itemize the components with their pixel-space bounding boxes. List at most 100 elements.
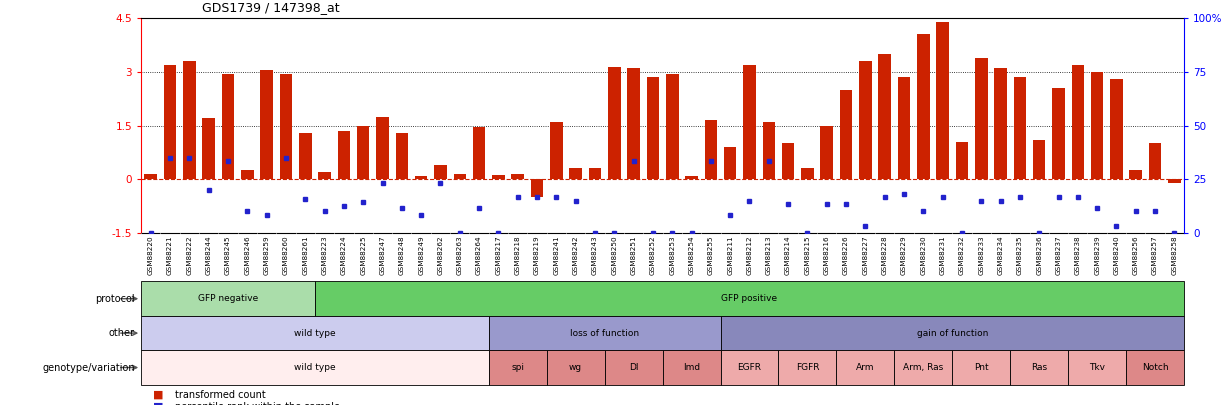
Text: GSM88262: GSM88262 <box>438 235 443 275</box>
Bar <box>145 174 157 179</box>
Bar <box>260 70 272 179</box>
Text: GSM88225: GSM88225 <box>361 235 366 275</box>
Bar <box>415 176 427 179</box>
Text: GSM88261: GSM88261 <box>302 235 308 275</box>
Text: GSM88232: GSM88232 <box>960 235 964 275</box>
Text: GSM88251: GSM88251 <box>631 235 637 275</box>
Text: GSM88245: GSM88245 <box>225 235 231 275</box>
Bar <box>685 176 698 179</box>
Bar <box>821 126 833 179</box>
Text: GSM88215: GSM88215 <box>805 235 811 275</box>
Text: GSM88218: GSM88218 <box>514 235 520 275</box>
Bar <box>744 65 756 179</box>
Text: GSM88264: GSM88264 <box>476 235 482 275</box>
Bar <box>163 65 177 179</box>
Bar <box>337 131 350 179</box>
Text: GDS1739 / 147398_at: GDS1739 / 147398_at <box>202 1 340 14</box>
Text: GSM88233: GSM88233 <box>978 235 984 275</box>
Bar <box>1130 170 1142 179</box>
Text: GSM88249: GSM88249 <box>418 235 425 275</box>
Bar <box>1148 143 1162 179</box>
Text: GSM88243: GSM88243 <box>591 235 598 275</box>
Text: GSM88247: GSM88247 <box>379 235 385 275</box>
Text: GSM88256: GSM88256 <box>1133 235 1139 275</box>
Text: Pnt: Pnt <box>974 363 989 372</box>
Bar <box>720 316 1184 350</box>
Bar <box>1110 79 1123 179</box>
Bar <box>141 350 488 385</box>
Text: GSM88238: GSM88238 <box>1075 235 1081 275</box>
Bar <box>222 74 234 179</box>
Text: GSM88221: GSM88221 <box>167 235 173 275</box>
Bar <box>395 133 409 179</box>
Text: other: other <box>109 328 135 338</box>
Text: loss of function: loss of function <box>571 328 639 338</box>
Text: GSM88246: GSM88246 <box>244 235 250 275</box>
Bar <box>141 316 488 350</box>
Bar <box>837 350 894 385</box>
Text: Ras: Ras <box>1031 363 1048 372</box>
Text: GSM88222: GSM88222 <box>187 235 193 275</box>
Bar <box>240 170 254 179</box>
Bar <box>839 90 853 179</box>
Text: GSM88231: GSM88231 <box>940 235 946 275</box>
Bar <box>724 147 736 179</box>
Bar <box>894 350 952 385</box>
Text: GFP negative: GFP negative <box>198 294 258 303</box>
Text: Arm: Arm <box>856 363 875 372</box>
Bar <box>1071 65 1085 179</box>
Bar <box>936 22 948 179</box>
Text: ■: ■ <box>153 402 164 405</box>
Bar <box>627 68 640 179</box>
Text: Imd: Imd <box>683 363 701 372</box>
Bar <box>512 174 524 179</box>
Text: GSM88220: GSM88220 <box>147 235 153 275</box>
Text: GSM88257: GSM88257 <box>1152 235 1158 275</box>
Text: GSM88239: GSM88239 <box>1094 235 1101 275</box>
Bar <box>647 77 659 179</box>
Text: GSM88244: GSM88244 <box>206 235 212 275</box>
Text: EGFR: EGFR <box>737 363 762 372</box>
Text: GSM88226: GSM88226 <box>843 235 849 275</box>
Text: GSM88217: GSM88217 <box>496 235 502 275</box>
Bar <box>547 350 605 385</box>
Text: Tkv: Tkv <box>1090 363 1106 372</box>
Text: GSM88255: GSM88255 <box>708 235 714 275</box>
Text: GSM88214: GSM88214 <box>785 235 791 275</box>
Text: GSM88241: GSM88241 <box>553 235 560 275</box>
Text: GSM88224: GSM88224 <box>341 235 347 275</box>
Text: GSM88228: GSM88228 <box>882 235 887 275</box>
Text: Arm, Ras: Arm, Ras <box>903 363 944 372</box>
Bar <box>952 350 1010 385</box>
Text: GSM88212: GSM88212 <box>746 235 752 275</box>
Text: protocol: protocol <box>96 294 135 304</box>
Text: transformed count: transformed count <box>175 390 266 400</box>
Bar <box>778 350 837 385</box>
Text: GSM88211: GSM88211 <box>728 235 734 275</box>
Bar <box>782 143 794 179</box>
Bar <box>762 122 775 179</box>
Text: GSM88216: GSM88216 <box>823 235 829 275</box>
Text: wild type: wild type <box>294 328 336 338</box>
Bar <box>318 172 331 179</box>
Text: Dl: Dl <box>629 363 638 372</box>
Bar <box>550 122 563 179</box>
Text: FGFR: FGFR <box>795 363 820 372</box>
Bar <box>859 61 871 179</box>
Text: genotype/variation: genotype/variation <box>43 362 135 373</box>
Text: GSM88230: GSM88230 <box>920 235 926 275</box>
Text: GFP positive: GFP positive <box>721 294 778 303</box>
Text: GSM88252: GSM88252 <box>650 235 656 275</box>
Bar <box>454 174 466 179</box>
Text: GSM88223: GSM88223 <box>321 235 328 275</box>
Text: GSM88253: GSM88253 <box>669 235 675 275</box>
Bar <box>377 117 389 179</box>
Bar <box>1126 350 1184 385</box>
Text: percentile rank within the sample: percentile rank within the sample <box>175 402 340 405</box>
Bar <box>720 350 778 385</box>
Bar <box>488 350 547 385</box>
Text: GSM88248: GSM88248 <box>399 235 405 275</box>
Text: GSM88263: GSM88263 <box>456 235 463 275</box>
Text: GSM88259: GSM88259 <box>264 235 270 275</box>
Text: gain of function: gain of function <box>917 328 988 338</box>
